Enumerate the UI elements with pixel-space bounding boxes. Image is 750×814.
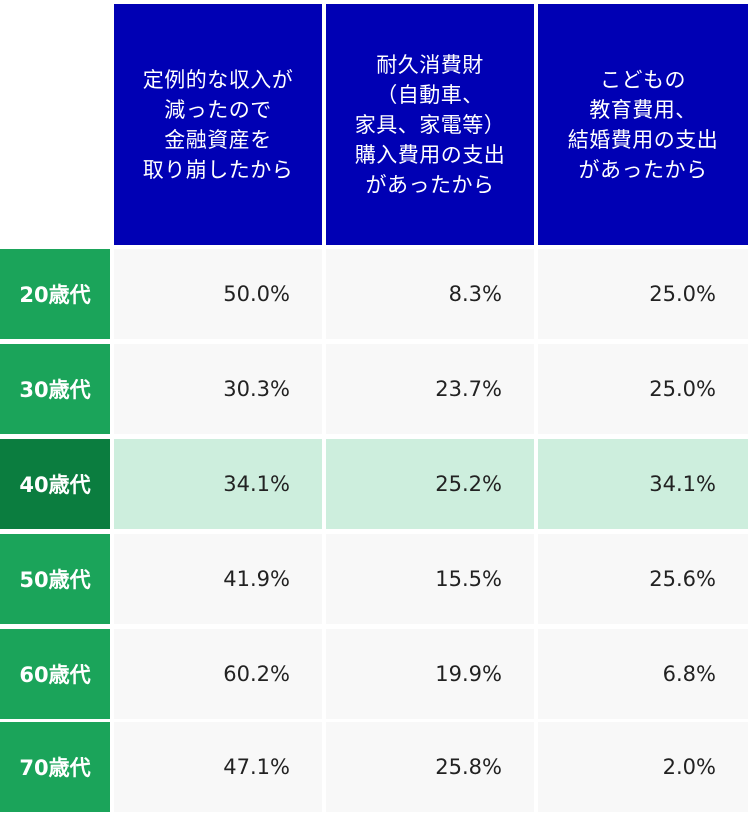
value-cell: 34.1% (114, 439, 322, 529)
value-cell: 25.0% (538, 249, 748, 339)
value-cell: 2.0% (538, 722, 748, 812)
row-label: 40歳代 (0, 439, 110, 529)
value-cell: 25.8% (326, 722, 534, 812)
value-cell: 30.3% (114, 344, 322, 434)
column-header-2: 耐久消費財 （自動車、 家具、家電等） 購入費用の支出 があったから (326, 4, 534, 245)
value-cell: 8.3% (326, 249, 534, 339)
value-cell: 60.2% (114, 629, 322, 719)
value-cell: 41.9% (114, 534, 322, 624)
row-label: 30歳代 (0, 344, 110, 434)
value-cell: 23.7% (326, 344, 534, 434)
value-cell: 50.0% (114, 249, 322, 339)
row-label: 20歳代 (0, 249, 110, 339)
value-cell: 25.2% (326, 439, 534, 529)
value-cell: 47.1% (114, 722, 322, 812)
row-label: 60歳代 (0, 629, 110, 719)
value-cell: 25.6% (538, 534, 748, 624)
value-cell: 15.5% (326, 534, 534, 624)
value-cell: 25.0% (538, 344, 748, 434)
column-header-1: 定例的な収入が 減ったので 金融資産を 取り崩したから (114, 4, 322, 245)
value-cell: 34.1% (538, 439, 748, 529)
value-cell: 6.8% (538, 629, 748, 719)
value-cell: 19.9% (326, 629, 534, 719)
row-label: 70歳代 (0, 722, 110, 812)
column-header-3: こどもの 教育費用、 結婚費用の支出 があったから (538, 4, 748, 245)
row-label: 50歳代 (0, 534, 110, 624)
